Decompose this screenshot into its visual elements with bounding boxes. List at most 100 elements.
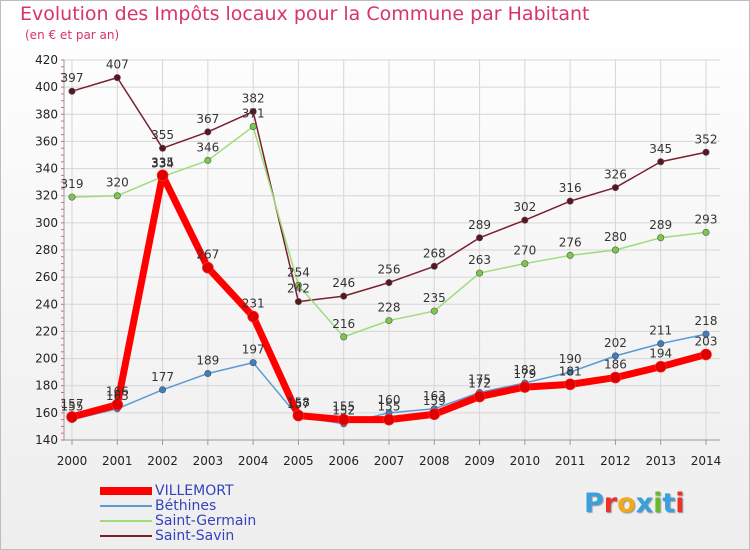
data-label-saint-germain: 289 bbox=[649, 218, 672, 232]
data-label-b-thines: 182 bbox=[513, 363, 536, 377]
data-label-b-thines: 175 bbox=[468, 373, 491, 387]
data-point-saint-savin bbox=[430, 262, 438, 270]
logo-letter: r bbox=[603, 488, 618, 519]
data-point-saint-savin bbox=[204, 128, 212, 136]
data-label-saint-germain: 319 bbox=[61, 177, 84, 191]
legend-swatch-villemort bbox=[100, 487, 152, 495]
data-label-saint-savin: 355 bbox=[151, 128, 174, 142]
data-label-villemort: 179 bbox=[513, 367, 536, 381]
x-tick-label: 2011 bbox=[555, 454, 586, 468]
y-tick-label: 280 bbox=[35, 243, 58, 257]
data-point-villemort bbox=[383, 413, 395, 426]
logo-letter: t bbox=[662, 488, 676, 519]
data-label-b-thines: 197 bbox=[242, 343, 265, 357]
data-label-b-thines: 177 bbox=[151, 370, 174, 384]
data-label-saint-germain: 270 bbox=[513, 244, 536, 258]
y-tick-label: 160 bbox=[35, 406, 58, 420]
data-label-saint-germain: 293 bbox=[695, 212, 718, 226]
data-label-saint-savin: 246 bbox=[332, 276, 355, 290]
y-tick-label: 300 bbox=[35, 216, 58, 230]
data-point-saint-germain bbox=[566, 251, 574, 259]
y-tick-label: 220 bbox=[35, 324, 58, 338]
data-label-saint-savin: 407 bbox=[106, 58, 129, 72]
chart-subtitle: (en € et par an) bbox=[25, 28, 120, 42]
legend-label-villemort: VILLEMORT bbox=[155, 483, 234, 499]
data-point-saint-savin bbox=[521, 216, 529, 224]
data-point-b-thines bbox=[159, 386, 167, 394]
data-label-villemort: 194 bbox=[649, 347, 672, 361]
legend-swatch-b-thines bbox=[100, 505, 152, 507]
data-label-b-thines: 190 bbox=[559, 352, 582, 366]
data-label-villemort: 157 bbox=[61, 397, 84, 411]
y-tick-label: 320 bbox=[35, 189, 58, 203]
data-label-saint-savin: 268 bbox=[423, 246, 446, 260]
logo-letter: o bbox=[617, 488, 636, 519]
data-point-saint-savin bbox=[68, 87, 76, 95]
data-label-saint-savin: 397 bbox=[61, 71, 84, 85]
x-tick-label: 2009 bbox=[464, 454, 495, 468]
data-point-villemort bbox=[609, 371, 622, 384]
data-label-b-thines: 218 bbox=[695, 314, 718, 328]
data-point-saint-savin bbox=[159, 144, 167, 152]
data-point-b-thines bbox=[611, 352, 619, 360]
data-point-saint-germain bbox=[294, 281, 302, 289]
y-tick-label: 400 bbox=[35, 80, 58, 94]
y-tick-label: 180 bbox=[35, 379, 58, 393]
x-tick-label: 2003 bbox=[193, 454, 224, 468]
data-label-saint-germain: 280 bbox=[604, 230, 627, 244]
data-label-saint-germain: 276 bbox=[559, 235, 582, 249]
data-point-b-thines bbox=[566, 368, 574, 376]
data-label-villemort: 158 bbox=[287, 396, 310, 410]
data-label-villemort: 159 bbox=[423, 394, 446, 408]
data-point-b-thines bbox=[249, 359, 257, 367]
data-label-villemort: 267 bbox=[196, 248, 219, 262]
y-tick-label: 240 bbox=[35, 297, 58, 311]
axes: 140 160 180 200 220 240 260 280 300 320 340 360 380 4… bbox=[35, 53, 721, 468]
data-label-saint-germain: 346 bbox=[196, 140, 219, 154]
data-label-b-thines: 189 bbox=[196, 354, 219, 368]
data-point-saint-savin bbox=[611, 184, 619, 192]
x-tick-label: 2004 bbox=[238, 454, 269, 468]
chart-title: Evolution des Impôts locaux pour la Comm… bbox=[20, 3, 590, 25]
data-point-saint-germain bbox=[113, 192, 121, 200]
y-tick-label: 200 bbox=[35, 352, 58, 366]
data-label-saint-savin: 302 bbox=[513, 200, 536, 214]
legend-swatch-saint-germain bbox=[100, 520, 152, 522]
data-point-villemort bbox=[156, 169, 169, 182]
data-label-b-thines: 157 bbox=[287, 397, 310, 411]
data-point-saint-savin bbox=[249, 108, 257, 116]
grid bbox=[64, 59, 720, 441]
data-label-saint-savin: 352 bbox=[695, 132, 718, 146]
data-point-villemort bbox=[247, 310, 259, 323]
data-label-b-thines: 211 bbox=[649, 324, 672, 338]
data-point-saint-savin bbox=[566, 197, 574, 205]
data-point-saint-savin bbox=[385, 279, 393, 287]
data-label-saint-savin: 382 bbox=[242, 92, 265, 106]
logo-letter: P bbox=[584, 488, 604, 519]
data-point-villemort bbox=[654, 360, 667, 373]
y-tick-label: 360 bbox=[35, 134, 58, 148]
data-label-saint-germain: 371 bbox=[242, 107, 265, 121]
legend-label-b-thines: Béthines bbox=[155, 498, 217, 514]
data-point-saint-germain bbox=[68, 193, 76, 201]
x-tick-label: 2005 bbox=[283, 454, 314, 468]
x-tick-label: 2008 bbox=[419, 454, 450, 468]
logo-letter: x bbox=[635, 488, 654, 519]
data-point-villemort bbox=[700, 348, 712, 361]
y-tick-label: 380 bbox=[35, 107, 58, 121]
data-label-villemort: 203 bbox=[695, 335, 718, 349]
data-label-villemort: 155 bbox=[332, 400, 355, 414]
data-point-saint-germain bbox=[249, 123, 257, 131]
data-label-saint-savin: 345 bbox=[649, 142, 672, 156]
data-label-b-thines: 163 bbox=[106, 389, 129, 403]
x-tick-label: 2012 bbox=[600, 454, 631, 468]
data-label-villemort: 155 bbox=[378, 400, 401, 414]
data-label-villemort: 231 bbox=[242, 297, 265, 311]
data-point-villemort bbox=[292, 409, 305, 422]
legend-swatch-saint-savin bbox=[100, 535, 152, 537]
data-point-b-thines bbox=[657, 340, 665, 348]
data-point-villemort bbox=[66, 411, 78, 423]
data-label-saint-germain: 263 bbox=[468, 253, 491, 267]
x-tick-label: 2010 bbox=[510, 454, 541, 468]
